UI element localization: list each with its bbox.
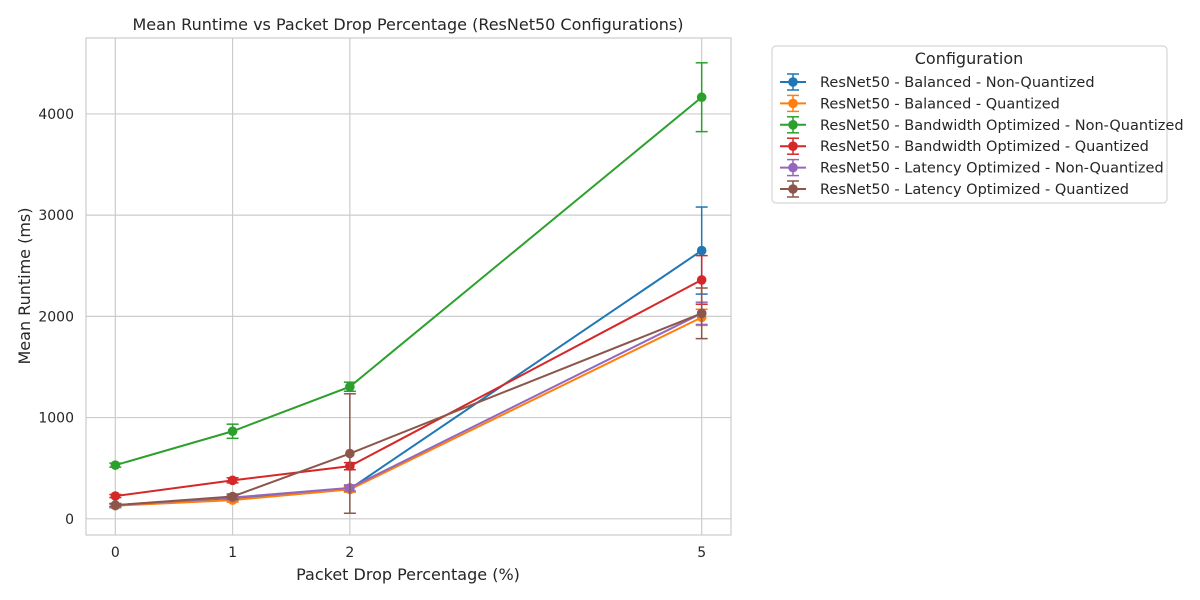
legend-item-3: ResNet50 - Bandwidth Optimized - Non-Qua… <box>780 116 1184 134</box>
y-tick-labels: 0 1000 2000 3000 4000 <box>38 107 74 528</box>
plot-frame <box>85 37 732 536</box>
legend-marker <box>788 120 798 130</box>
data-point <box>696 308 707 319</box>
data-point <box>696 245 707 256</box>
series-line <box>115 279 703 498</box>
legend-title: Configuration <box>915 49 1024 68</box>
series-line <box>115 312 703 507</box>
data-point <box>110 491 121 501</box>
data-point <box>227 475 238 486</box>
legend-label: ResNet50 - Bandwidth Optimized - Quantiz… <box>820 139 1149 155</box>
legend-item-6: ResNet50 - Latency Optimized - Quantized <box>780 180 1129 198</box>
data-point <box>110 500 121 510</box>
legend-item-4: ResNet50 - Bandwidth Optimized - Quantiz… <box>780 137 1149 155</box>
data-point <box>227 491 238 502</box>
legend-label: ResNet50 - Balanced - Non-Quantized <box>820 75 1095 91</box>
series-4 <box>109 254 708 501</box>
series-layer <box>109 62 708 514</box>
legend-marker <box>788 77 798 87</box>
data-point <box>696 275 707 285</box>
y-axis-label: Mean Runtime (ms) <box>15 208 34 365</box>
legend-marker <box>788 98 798 109</box>
x-axis-label: Packet Drop Percentage (%) <box>296 565 520 584</box>
legend-label: ResNet50 - Balanced - Quantized <box>820 96 1060 112</box>
legend-label: ResNet50 - Bandwidth Optimized - Non-Qua… <box>820 118 1184 134</box>
data-point <box>345 448 355 459</box>
legend-item-2: ResNet50 - Balanced - Quantized <box>780 94 1060 112</box>
y-tick-label: 4000 <box>38 107 74 123</box>
legend-marker <box>788 162 798 173</box>
legend-box <box>771 45 1168 204</box>
y-tick-label: 2000 <box>38 309 74 325</box>
x-tick-label: 0 <box>111 545 120 561</box>
data-point <box>345 381 355 392</box>
x-tick-label: 5 <box>697 545 706 561</box>
legend-label: ResNet50 - Latency Optimized - Quantized <box>820 182 1129 198</box>
series-line <box>115 96 703 467</box>
data-point <box>696 92 707 103</box>
x-tick-label: 2 <box>345 545 354 561</box>
legend-marker <box>788 141 798 151</box>
chart-title: Mean Runtime vs Packet Drop Percentage (… <box>132 15 683 34</box>
series-line <box>115 316 703 507</box>
legend: Configuration ResNet50 - Balanced - Non-… <box>771 45 1184 204</box>
x-tick-labels: 0 1 2 5 <box>111 545 706 561</box>
y-tick-label: 3000 <box>38 208 74 224</box>
x-tick-label: 1 <box>228 545 237 561</box>
y-tick-label: 0 <box>65 512 74 528</box>
legend-items: ResNet50 - Balanced - Non-Quantized ResNe… <box>780 73 1184 198</box>
data-point <box>110 460 121 470</box>
data-point <box>227 426 238 437</box>
series-6 <box>109 287 708 514</box>
legend-item-1: ResNet50 - Balanced - Non-Quantized <box>780 73 1095 91</box>
y-tick-label: 1000 <box>38 411 74 427</box>
series-3 <box>109 62 708 470</box>
legend-marker <box>788 184 798 194</box>
legend-label: ResNet50 - Latency Optimized - Non-Quant… <box>820 161 1164 177</box>
legend-item-5: ResNet50 - Latency Optimized - Non-Quant… <box>780 158 1164 177</box>
